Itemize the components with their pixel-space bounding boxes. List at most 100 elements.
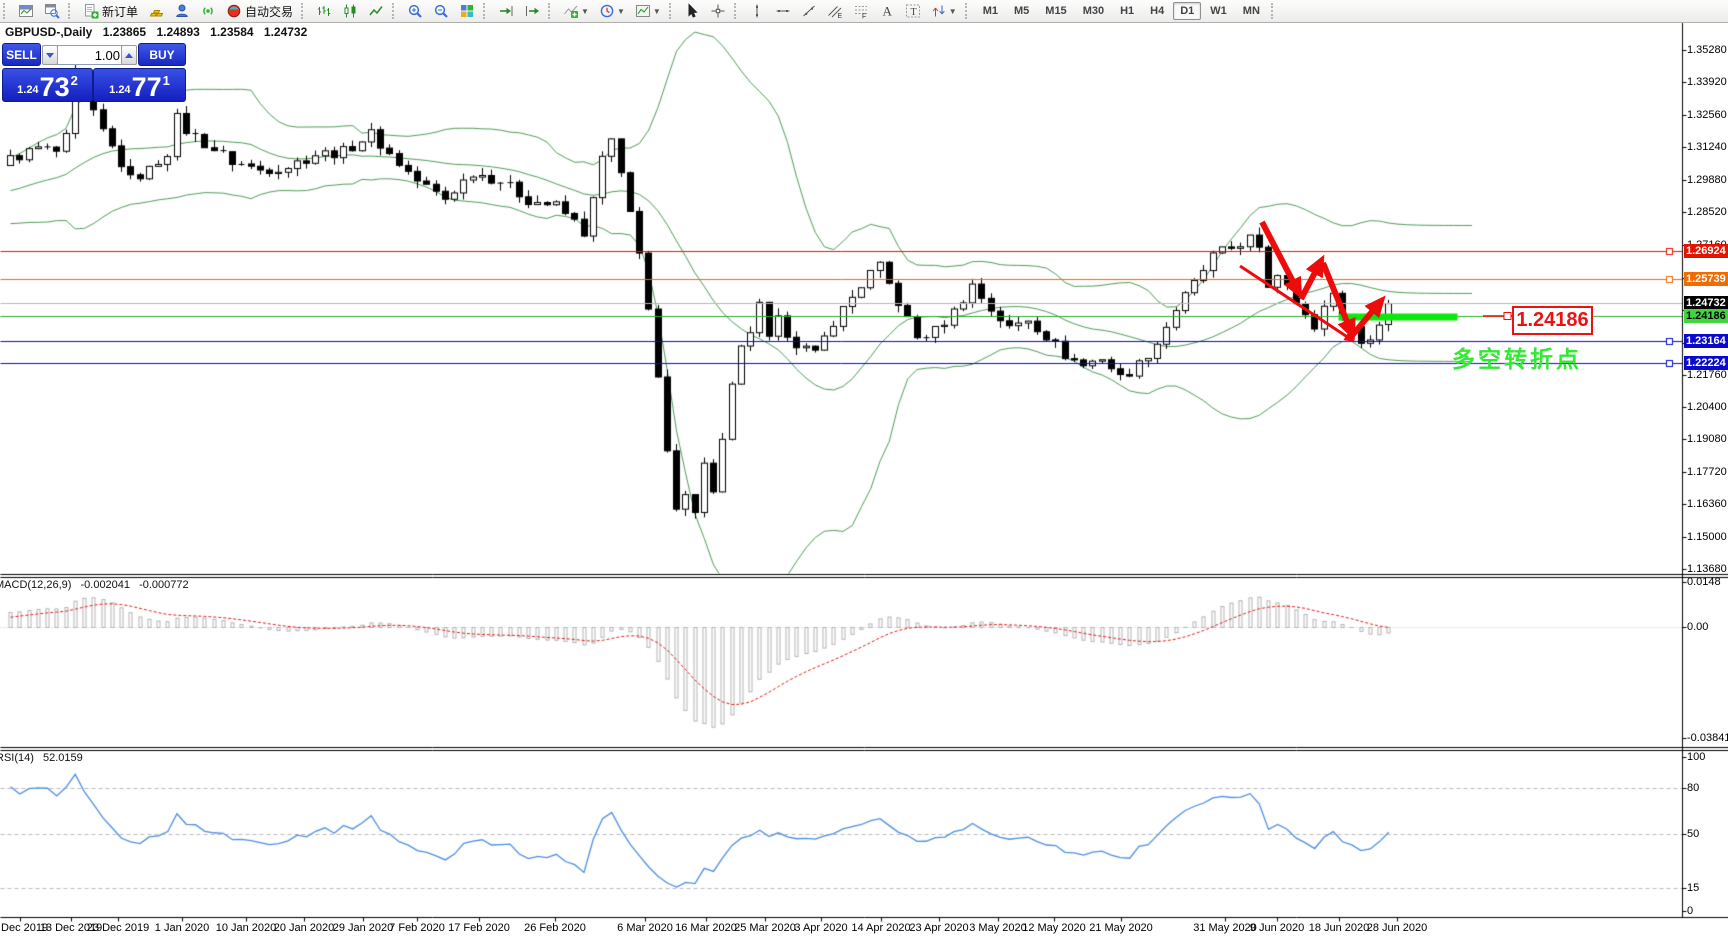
date-tick-label: 7 Feb 2020 [389,922,445,934]
price-tick-label: 1.20400 [1687,401,1727,413]
price-tick-label: 1.19080 [1687,433,1727,445]
symbol-period-label: GBPUSD-,Daily [5,25,93,39]
auto-trading-button[interactable]: 自动交易 [222,0,297,22]
indicator-tick-label: 100 [1687,751,1706,763]
timeframe-button-m30[interactable]: M30 [1082,5,1105,17]
timeframe-button-h1[interactable]: H1 [1120,5,1135,17]
label-button[interactable]: T [901,0,925,22]
gold-icon[interactable] [144,0,168,22]
indicator-tick-label: 0 [1687,905,1694,917]
volume-increase-button[interactable] [121,45,137,65]
rsi-name: RSI(14) [0,752,34,764]
templates-button[interactable]: ▼ [631,0,665,22]
price-callout-box[interactable]: 1.24186 [1512,306,1593,335]
ohlc-close: 1.24732 [263,25,308,39]
auto-scroll-button[interactable] [494,0,518,22]
signals-icon-icon [200,3,216,19]
toolbar-group: ▼ ▼ ▼ [558,0,666,22]
vertical-line-button[interactable] [745,0,769,22]
macd-main-value: -0.002041 [80,579,131,591]
signals-icon[interactable] [196,0,220,22]
timeframe-button-d1[interactable]: D1 [1173,2,1202,20]
price-level-tag[interactable]: 1.22224 [1684,356,1728,370]
tile-windows-button[interactable] [455,0,479,22]
new-order-button-label: 新订单 [102,4,139,19]
chart-shift-button[interactable] [520,0,544,22]
date-tick-label: 10 Jan 2020 [215,922,277,934]
bar-chart-type-button[interactable] [312,0,336,22]
date-tick-label: 31 May 2020 [1193,922,1257,934]
timeframe-button-m15[interactable]: M15 [1045,5,1067,17]
volume-decrease-button[interactable] [42,45,58,65]
price-level-tag[interactable]: 1.24732 [1684,296,1728,310]
bull-bear-turning-point-note[interactable]: 多空转折点 [1452,340,1582,374]
market-community-icon-icon [174,3,190,19]
gold-icon-icon [148,3,164,19]
crosshair-button[interactable] [706,0,730,22]
tile-windows-icon [459,3,475,19]
new-order-button[interactable]: 新订单 [79,0,142,22]
trendline-button[interactable] [797,0,821,22]
buy-price-box[interactable]: 1.24 77 1 [93,68,186,102]
channel-icon: E [827,3,843,19]
date-tick-label: 29 Jan 2020 [332,922,394,934]
price-tick-label: 1.35280 [1687,44,1727,56]
price-tick-label: 1.15000 [1687,531,1727,543]
fibonacci-button[interactable]: F [849,0,873,22]
indicators-button[interactable]: ▼ [559,0,593,22]
cursor-icon [684,3,700,19]
buy-button[interactable]: BUY [138,43,186,66]
sell-price-sup: 2 [70,73,78,88]
periods-button[interactable]: ▼ [595,0,629,22]
arrows-icon [931,3,947,19]
market-community-icon[interactable] [170,0,194,22]
date-tick-label: 18 Jun 2020 [1308,922,1370,934]
horizontal-line-button[interactable] [771,0,795,22]
channel-button[interactable]: E [823,0,847,22]
timeframe-button-mn[interactable]: MN [1242,5,1260,17]
sell-price-box[interactable]: 1.24 73 2 [2,68,93,102]
timeframe-button-m1[interactable]: M1 [982,5,998,17]
arrows-button[interactable]: ▼ [927,0,961,22]
date-tick-label: 3 May 2020 [969,922,1027,934]
buy-button-label: BUY [149,47,175,62]
date-tick-label: 26 Feb 2020 [524,922,586,934]
macd-label: MACD(12,26,9) -0.002041 -0.000772 [0,579,195,591]
chevron-up-icon [125,52,133,58]
text-button[interactable]: A [875,0,899,22]
cursor-button[interactable] [680,0,704,22]
price-tick-label: 1.28520 [1687,206,1727,218]
svg-text:F: F [862,14,866,20]
toolbar-grip[interactable] [3,3,10,19]
profile-window-icon-icon [44,3,60,19]
trendline-icon [801,3,817,19]
zoom-out-button[interactable] [429,0,453,22]
chart-window-icon[interactable] [14,0,38,22]
date-tick-label: 23 Apr 2020 [909,922,969,934]
panel-divider[interactable] [0,745,1728,751]
price-level-tag[interactable]: 1.25739 [1684,272,1728,286]
candlestick-chart-type-button[interactable] [338,0,362,22]
dropdown-arrow-icon: ▼ [948,6,957,16]
macd-signal-value: -0.000772 [139,579,189,591]
toolbar-separator [392,3,399,19]
line-chart-type-button[interactable] [364,0,388,22]
panel-divider[interactable] [0,572,1728,578]
note-text-content: 多空转折点 [1452,346,1582,372]
price-level-tag[interactable]: 1.24186 [1684,309,1728,323]
timeframe-button-w1[interactable]: W1 [1210,5,1227,17]
sell-button[interactable]: SELL [2,43,41,66]
toolbar-group [679,0,731,22]
timeframe-button-m5[interactable]: M5 [1014,5,1030,17]
price-level-tag[interactable]: 1.23164 [1684,334,1728,348]
templates-icon [635,3,651,19]
volume-input[interactable] [57,45,125,65]
periods-icon [599,3,615,19]
profile-window-icon[interactable] [40,0,64,22]
zoom-in-button[interactable] [403,0,427,22]
price-level-tag[interactable]: 1.26924 [1684,244,1728,258]
indicator-tick-label: 50 [1687,828,1700,840]
timeframe-button-h4[interactable]: H4 [1150,5,1165,17]
line-chart-type-icon [368,3,384,19]
